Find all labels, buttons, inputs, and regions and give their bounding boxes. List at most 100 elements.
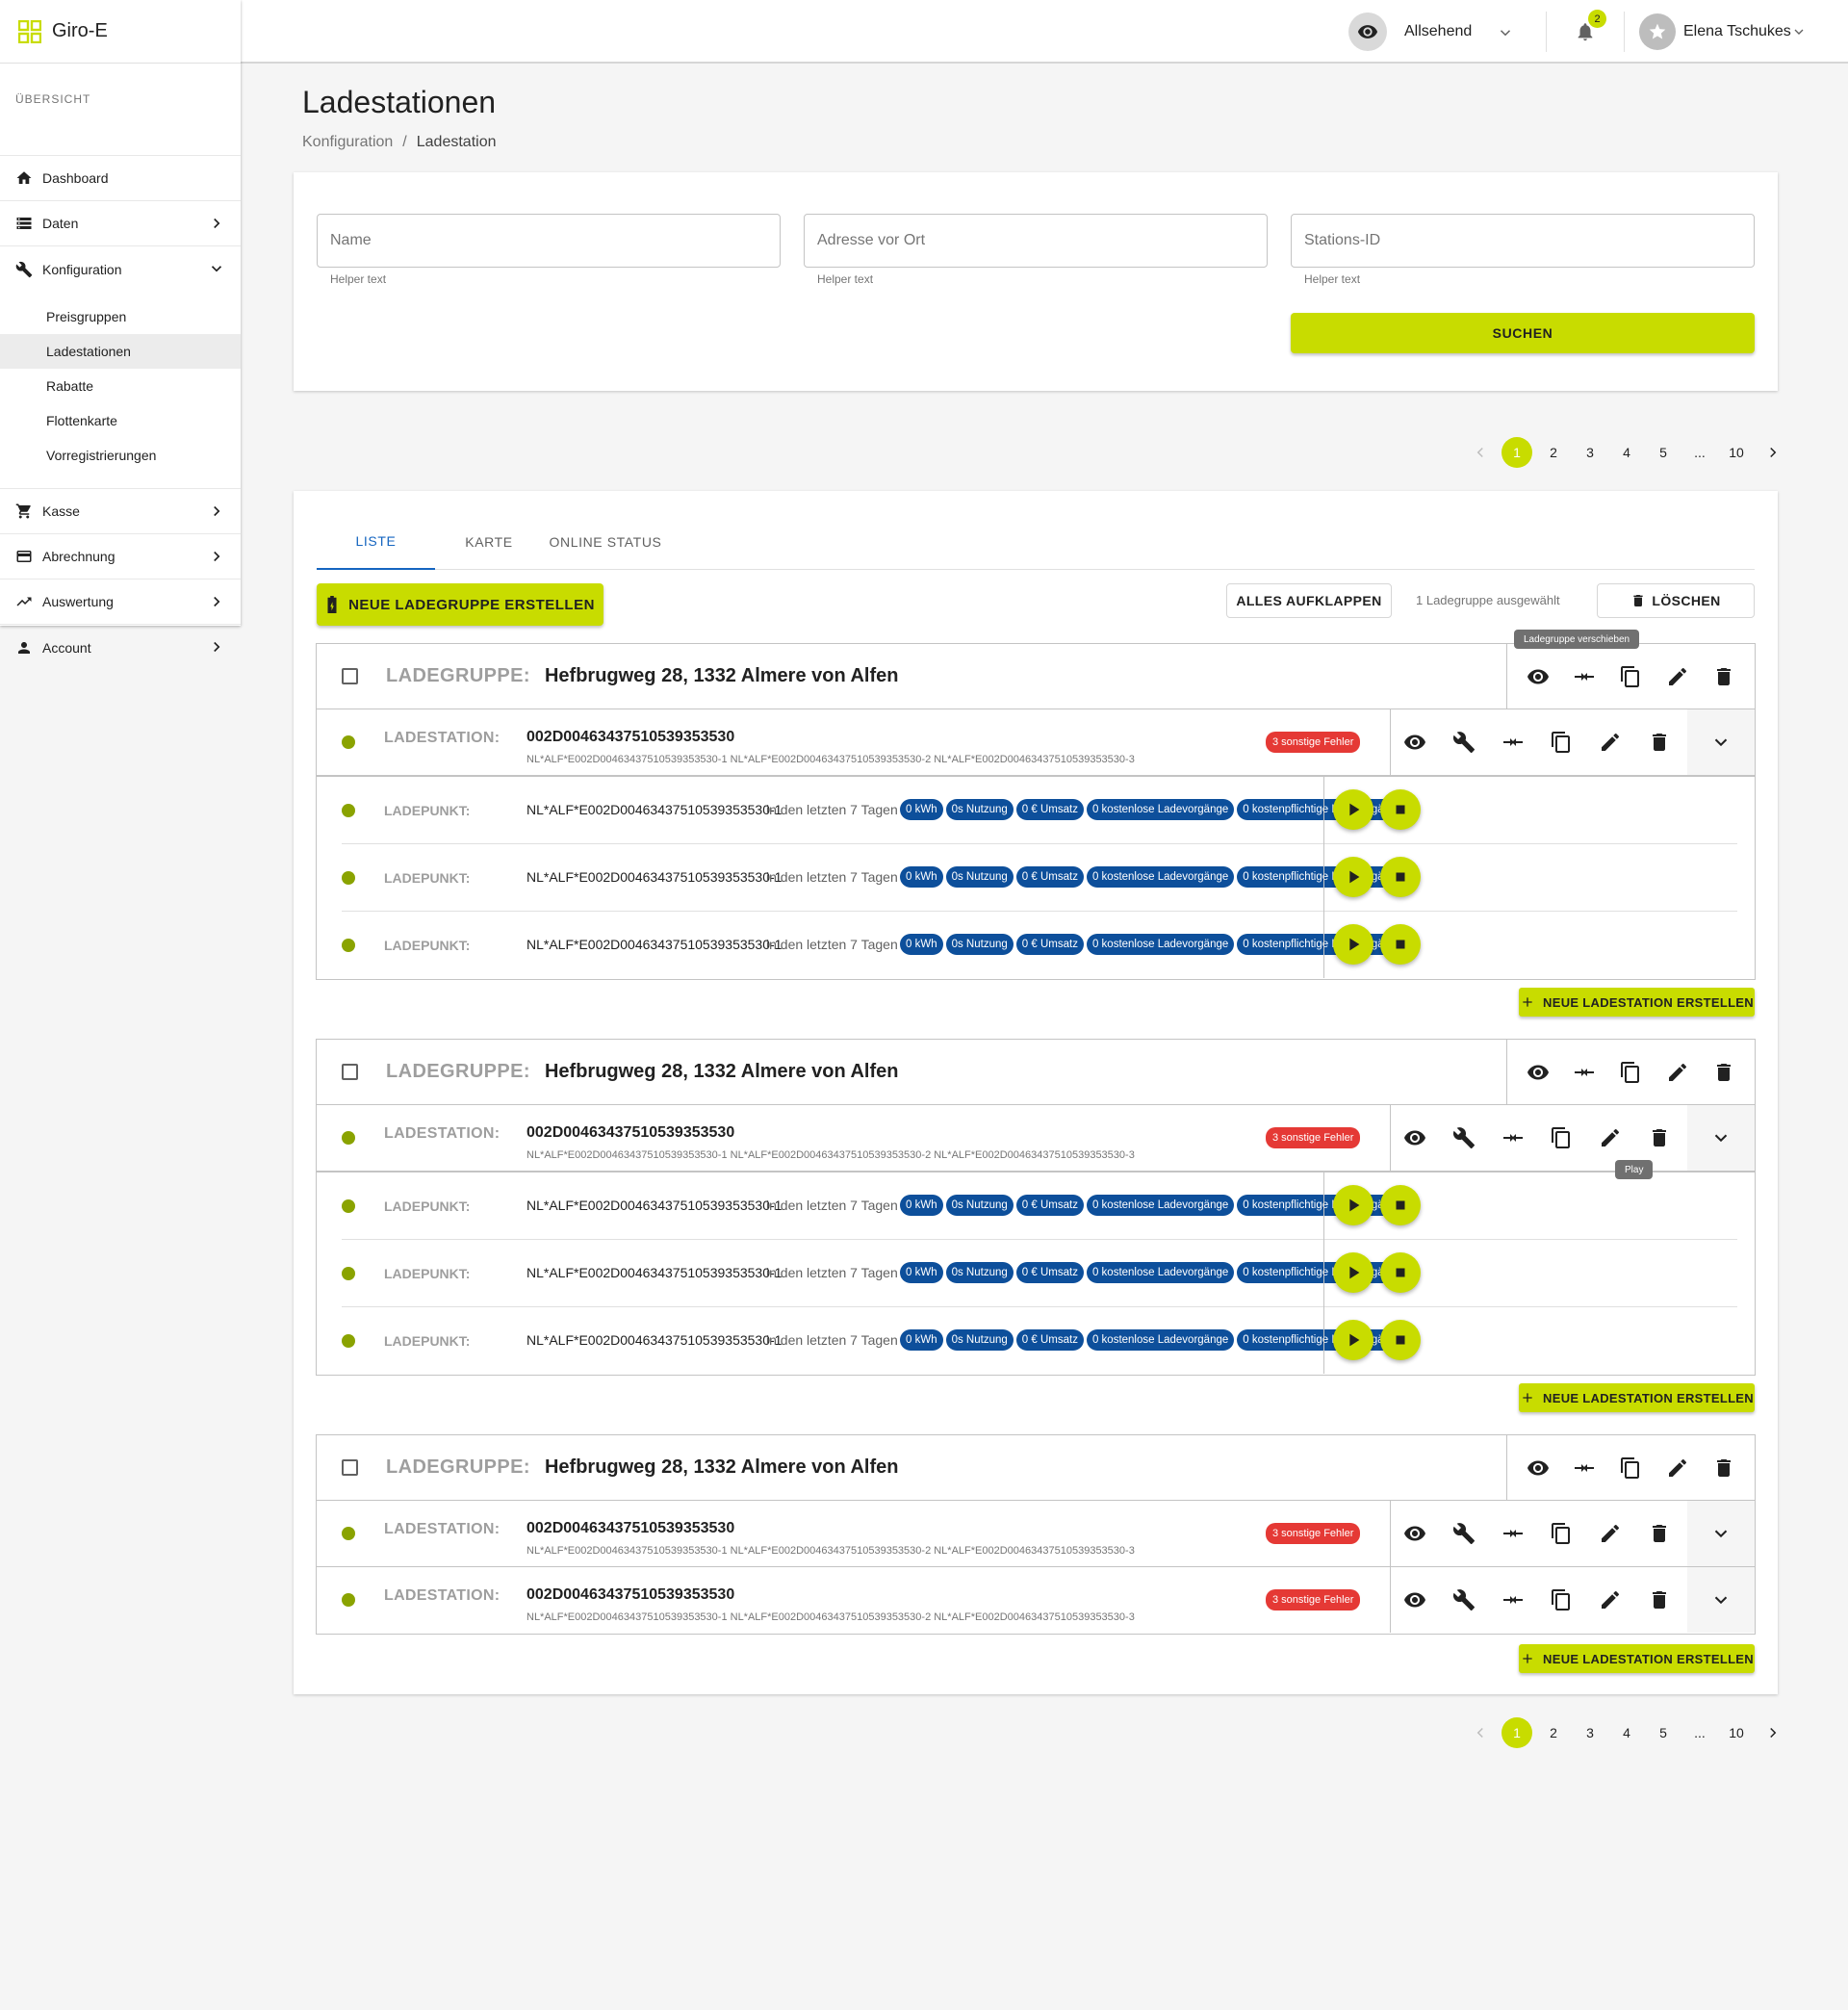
error-badge[interactable]: 3 sonstige Fehler: [1266, 1523, 1361, 1544]
name-field[interactable]: [317, 214, 781, 268]
page-button[interactable]: 5: [1659, 1725, 1667, 1740]
play-button[interactable]: [1333, 924, 1374, 965]
address-field[interactable]: [804, 214, 1268, 268]
new-station-button[interactable]: NEUE LADESTATION ERSTELLEN: [1519, 1383, 1755, 1412]
copy-icon[interactable]: [1619, 1456, 1642, 1480]
delete-button[interactable]: LÖSCHEN: [1597, 583, 1755, 618]
play-button[interactable]: [1333, 789, 1374, 830]
delete-icon[interactable]: [1648, 731, 1671, 754]
page-button[interactable]: 4: [1623, 445, 1630, 460]
play-button[interactable]: [1333, 1320, 1374, 1360]
stop-button[interactable]: [1379, 1252, 1421, 1293]
copy-icon[interactable]: [1619, 1061, 1642, 1084]
page-button[interactable]: 4: [1623, 1725, 1630, 1740]
bell-icon[interactable]: [1575, 21, 1596, 42]
sidebar-item-dashboard[interactable]: Dashboard: [0, 156, 241, 201]
sidebar-subitem-vorregistrierungen[interactable]: Vorregistrierungen: [46, 448, 157, 463]
view-mode-label[interactable]: Allsehend: [1404, 23, 1473, 39]
prev-page-button[interactable]: [1465, 1717, 1496, 1748]
chevron-down-icon[interactable]: [1791, 24, 1807, 39]
view-icon[interactable]: [1527, 1456, 1550, 1480]
error-badge[interactable]: 3 sonstige Fehler: [1266, 1589, 1361, 1611]
view-mode-button[interactable]: [1348, 13, 1387, 51]
expand-station-button[interactable]: [1687, 1567, 1755, 1633]
move-group-icon[interactable]: [1573, 1061, 1596, 1084]
sidebar-subitem-rabatte[interactable]: Rabatte: [46, 378, 94, 394]
play-button[interactable]: [1333, 1185, 1374, 1225]
tab-liste[interactable]: LISTE: [317, 514, 435, 570]
error-badge[interactable]: 3 sonstige Fehler: [1266, 732, 1361, 753]
page-button[interactable]: 3: [1586, 445, 1594, 460]
stop-button[interactable]: [1379, 1185, 1421, 1225]
next-page-button[interactable]: [1758, 437, 1788, 468]
expand-station-button[interactable]: [1687, 1105, 1755, 1171]
move-group-icon[interactable]: [1573, 1456, 1596, 1480]
move-station-icon[interactable]: [1502, 1588, 1525, 1611]
copy-icon[interactable]: [1550, 1126, 1573, 1149]
prev-page-button[interactable]: [1465, 437, 1496, 468]
expand-station-button[interactable]: [1687, 709, 1755, 775]
new-charging-group-button[interactable]: NEUE LADEGRUPPE ERSTELLEN: [317, 583, 603, 626]
breadcrumb-link[interactable]: Konfiguration: [302, 134, 394, 150]
copy-icon[interactable]: [1550, 731, 1573, 754]
page-button[interactable]: 3: [1586, 1725, 1594, 1740]
page-button[interactable]: 2: [1550, 445, 1557, 460]
configure-icon[interactable]: [1452, 1126, 1476, 1149]
page-button[interactable]: 5: [1659, 445, 1667, 460]
page-button[interactable]: ...: [1694, 445, 1706, 460]
avatar[interactable]: [1639, 13, 1676, 50]
expand-all-button[interactable]: ALLES AUFKLAPPEN: [1226, 583, 1392, 618]
delete-icon[interactable]: [1712, 1061, 1735, 1084]
brand[interactable]: Giro-E: [0, 0, 241, 64]
edit-icon[interactable]: [1599, 1126, 1622, 1149]
delete-icon[interactable]: [1648, 1522, 1671, 1545]
edit-icon[interactable]: [1599, 1522, 1622, 1545]
edit-icon[interactable]: [1666, 1456, 1689, 1480]
edit-icon[interactable]: [1599, 1588, 1622, 1611]
error-badge[interactable]: 3 sonstige Fehler: [1266, 1127, 1361, 1148]
view-icon[interactable]: [1403, 731, 1426, 754]
page-button[interactable]: 10: [1729, 1725, 1744, 1740]
page-button[interactable]: 1: [1502, 437, 1532, 468]
configure-icon[interactable]: [1452, 1588, 1476, 1611]
delete-icon[interactable]: [1712, 665, 1735, 688]
sidebar-subitem-flottenkarte[interactable]: Flottenkarte: [46, 413, 117, 428]
view-icon[interactable]: [1403, 1522, 1426, 1545]
group-checkbox[interactable]: [342, 668, 358, 684]
stop-button[interactable]: [1379, 857, 1421, 897]
sidebar-subitem-preisgruppen[interactable]: Preisgruppen: [46, 309, 127, 324]
view-icon[interactable]: [1527, 665, 1550, 688]
copy-icon[interactable]: [1550, 1522, 1573, 1545]
next-page-button[interactable]: [1758, 1717, 1788, 1748]
address-input[interactable]: [817, 232, 1254, 249]
name-input[interactable]: [330, 232, 767, 249]
group-checkbox[interactable]: [342, 1459, 358, 1476]
sidebar-item-abrechnung[interactable]: Abrechnung: [0, 534, 241, 580]
sidebar-item-konfiguration[interactable]: Konfiguration: [0, 246, 241, 292]
edit-icon[interactable]: [1666, 1061, 1689, 1084]
new-station-button[interactable]: NEUE LADESTATION ERSTELLEN: [1519, 1644, 1755, 1673]
group-checkbox[interactable]: [342, 1064, 358, 1080]
page-button[interactable]: 2: [1550, 1725, 1557, 1740]
play-button[interactable]: [1333, 1252, 1374, 1293]
new-station-button[interactable]: NEUE LADESTATION ERSTELLEN: [1519, 988, 1755, 1017]
expand-station-button[interactable]: [1687, 1501, 1755, 1566]
chevron-down-icon[interactable]: [1497, 24, 1514, 41]
page-button[interactable]: ...: [1694, 1725, 1706, 1740]
stop-button[interactable]: [1379, 924, 1421, 965]
tab-karte[interactable]: KARTE: [465, 534, 513, 550]
view-icon[interactable]: [1527, 1061, 1550, 1084]
station-id-input[interactable]: [1304, 232, 1741, 249]
user-name[interactable]: Elena Tschukes: [1683, 23, 1791, 39]
tab-online-status[interactable]: ONLINE STATUS: [549, 534, 662, 550]
edit-icon[interactable]: [1666, 665, 1689, 688]
copy-icon[interactable]: [1550, 1588, 1573, 1611]
move-station-icon[interactable]: [1502, 1126, 1525, 1149]
move-group-icon[interactable]: [1573, 665, 1596, 688]
station-id-field[interactable]: [1291, 214, 1755, 268]
stop-button[interactable]: [1379, 1320, 1421, 1360]
sidebar-item-kasse[interactable]: Kasse: [0, 489, 241, 534]
sidebar-item-account[interactable]: Account: [0, 625, 241, 670]
configure-icon[interactable]: [1452, 1522, 1476, 1545]
move-station-icon[interactable]: [1502, 731, 1525, 754]
